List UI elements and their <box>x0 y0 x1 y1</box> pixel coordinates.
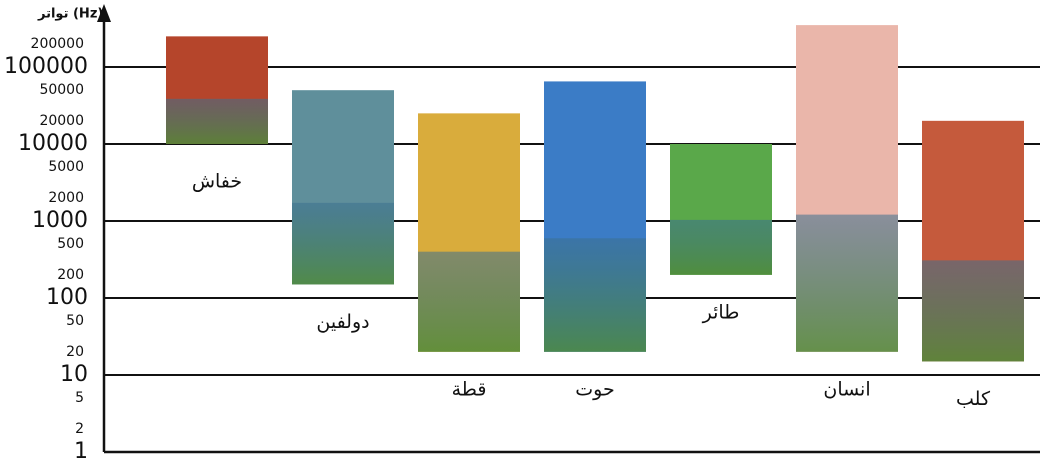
category-label: قطة <box>452 378 487 400</box>
category-label: كلب <box>956 388 991 410</box>
category-label: طائر <box>702 301 740 323</box>
y-tick-label: 100000 <box>4 54 88 79</box>
y-minor-tick-label: 20 <box>66 344 84 360</box>
photo <box>292 202 394 285</box>
y-minor-tick-label: 50000 <box>39 82 84 98</box>
y-tick-label: 10 <box>60 362 88 387</box>
y-minor-tick-label: 2 <box>75 421 84 437</box>
y-minor-tick-label: 2000 <box>48 190 84 206</box>
photo <box>544 238 646 352</box>
photo <box>670 219 772 275</box>
category-label: دولفين <box>316 311 369 333</box>
category-label: حوت <box>575 378 614 400</box>
y-tick-label: 100 <box>46 285 88 310</box>
y-tick-label: 1000 <box>32 208 88 233</box>
category-label: خفاش <box>192 171 242 193</box>
y-minor-tick-label: 5000 <box>48 159 84 175</box>
photo <box>166 98 268 145</box>
y-minor-tick-label: 200000 <box>31 36 84 52</box>
y-minor-tick-label: 5 <box>75 390 84 406</box>
photo <box>922 260 1024 362</box>
y-minor-tick-label: 500 <box>57 236 84 252</box>
photo <box>418 251 520 352</box>
y-minor-tick-label: 20000 <box>39 113 84 129</box>
y-minor-tick-label: 200 <box>57 267 84 283</box>
photo <box>796 214 898 352</box>
y-axis-arrow <box>97 4 111 22</box>
y-minor-tick-label: 50 <box>66 313 84 329</box>
y-tick-label: 1 <box>74 439 88 461</box>
y-axis-label: تواتر (Hz) <box>37 7 103 22</box>
category-label: انسان <box>823 378 870 400</box>
y-tick-label: 10000 <box>18 131 88 156</box>
